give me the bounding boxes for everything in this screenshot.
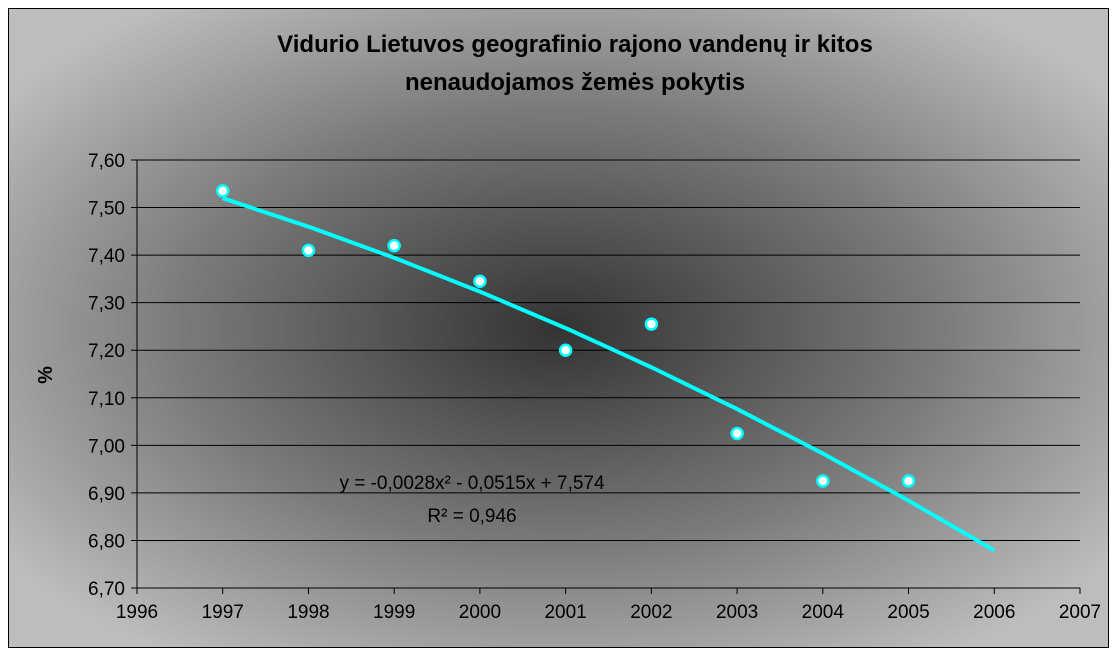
y-tick-label: 6,70 [88, 579, 125, 600]
data-point [301, 243, 316, 258]
data-point [644, 317, 659, 331]
y-tick-label: 7,00 [88, 436, 125, 457]
x-tick-label: 2001 [544, 602, 586, 623]
y-axis-label: % [35, 366, 57, 384]
y-tick-label: 7,40 [88, 246, 125, 267]
x-tick-label: 1996 [116, 602, 158, 623]
data-point [816, 474, 830, 488]
data-point [558, 343, 573, 357]
x-tick-label: 2000 [459, 602, 501, 623]
x-tick-label: 2002 [630, 602, 672, 623]
data-point [215, 184, 230, 198]
chart-background [8, 8, 1109, 648]
trendline-equation: y = -0,0028x² - 0,0515x + 7,574 [339, 473, 605, 494]
x-tick-label: 2006 [973, 602, 1015, 623]
data-point [730, 426, 744, 441]
y-tick-label: 7,30 [88, 294, 125, 315]
chart-title: Vidurio Lietuvos geografinio rajono vand… [277, 31, 873, 58]
data-point [387, 238, 401, 253]
y-tick-label: 7,20 [88, 341, 125, 362]
chart-title: nenaudojamos žemės pokytis [405, 69, 745, 96]
trendline-r-squared: R² = 0,946 [427, 506, 516, 527]
x-tick-label: 1998 [287, 602, 329, 623]
data-point [473, 274, 487, 289]
y-tick-label: 6,80 [88, 531, 125, 552]
y-tick-label: 7,10 [88, 389, 125, 410]
data-point [901, 474, 916, 488]
x-tick-label: 2004 [802, 602, 845, 623]
trendline [222, 196, 996, 553]
y-tick-label: 7,50 [88, 199, 125, 220]
x-tick-label: 2005 [887, 602, 929, 623]
x-tick-label: 1997 [202, 602, 244, 623]
x-tick-label: 1999 [373, 602, 415, 623]
y-tick-label: 7,60 [88, 151, 125, 172]
y-tick-label: 6,90 [88, 484, 125, 505]
x-tick-label: 2003 [716, 602, 758, 623]
x-tick-label: 2007 [1059, 602, 1101, 623]
